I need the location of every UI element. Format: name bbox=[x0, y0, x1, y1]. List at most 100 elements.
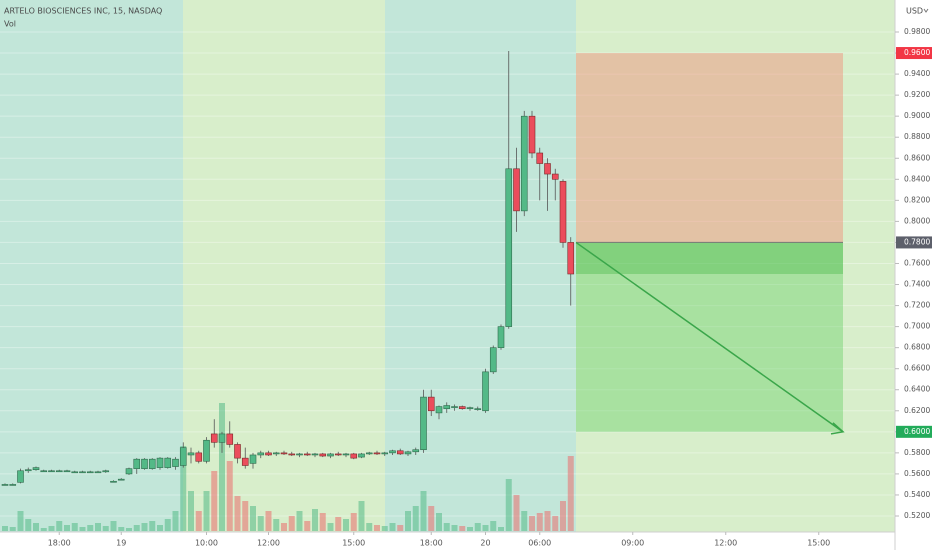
y-tick-label: 0.8200 bbox=[904, 195, 930, 204]
candle-body bbox=[458, 406, 466, 409]
candle-body bbox=[334, 453, 342, 456]
candle-body bbox=[125, 468, 133, 475]
volume-bar bbox=[350, 513, 357, 531]
candle-body bbox=[365, 452, 373, 455]
volume-bar bbox=[474, 523, 481, 531]
candle-body bbox=[443, 405, 451, 409]
candle-body bbox=[505, 168, 513, 327]
price-axis-bg bbox=[895, 0, 932, 550]
currency: USD bbox=[906, 7, 923, 16]
volume-bar bbox=[141, 523, 148, 531]
candle-body bbox=[117, 478, 125, 481]
price-badge-label: 0.7800 bbox=[904, 237, 930, 246]
candle-body bbox=[544, 163, 551, 175]
candle-body bbox=[1, 484, 9, 486]
candle-body bbox=[551, 173, 559, 180]
session-band bbox=[385, 0, 576, 532]
volume-bar bbox=[2, 526, 8, 531]
session-band bbox=[0, 0, 183, 532]
volume-bar bbox=[273, 519, 280, 531]
x-tick-label: 15:00 bbox=[342, 539, 365, 548]
projection-arrow bbox=[575, 241, 844, 433]
volume-bar bbox=[25, 519, 32, 531]
volume-bar bbox=[95, 523, 101, 531]
volume-bar bbox=[172, 511, 179, 531]
volume-bar bbox=[312, 509, 318, 531]
x-tick-label: 19 bbox=[116, 539, 126, 548]
volume-bar bbox=[451, 525, 458, 531]
candles bbox=[1, 50, 575, 486]
x-tick-label: 06:00 bbox=[528, 539, 551, 548]
volume-bar bbox=[381, 526, 388, 531]
volume-bar bbox=[366, 523, 373, 531]
y-tick-label: 0.5600 bbox=[904, 469, 930, 478]
volume-bar bbox=[420, 491, 427, 531]
y-tick-label: 0.8400 bbox=[904, 174, 930, 183]
volume-bar bbox=[443, 523, 450, 531]
candle-body bbox=[404, 451, 412, 455]
y-tick-label: 0.5800 bbox=[904, 448, 930, 457]
volume-bar bbox=[544, 511, 551, 531]
y-tick-label: 0.9400 bbox=[904, 69, 930, 78]
candle-body bbox=[466, 407, 474, 409]
volume-bar bbox=[164, 519, 171, 531]
volume-bar bbox=[118, 527, 125, 531]
candle-body bbox=[257, 452, 265, 456]
currency-menu-icon[interactable] bbox=[923, 8, 929, 13]
y-tick-label: 0.9000 bbox=[904, 111, 930, 120]
candle-body bbox=[528, 115, 536, 154]
volume-bar bbox=[211, 471, 218, 531]
candle-body bbox=[567, 242, 575, 275]
chart-title: ARTELO BIOSCIENCES INC, 15, NASDAQ bbox=[4, 7, 162, 16]
candle-body bbox=[474, 408, 482, 411]
volume-bar bbox=[180, 446, 187, 531]
y-tick-label: 0.7000 bbox=[904, 322, 930, 331]
candle-body bbox=[179, 447, 187, 466]
candle-body bbox=[48, 470, 55, 473]
volume-bar bbox=[48, 526, 55, 531]
candle-body bbox=[311, 453, 319, 456]
candle-body bbox=[17, 470, 24, 483]
candle-body bbox=[489, 347, 497, 373]
volume-bar bbox=[304, 521, 311, 531]
volume-bar bbox=[490, 521, 497, 531]
candle-body bbox=[513, 168, 520, 212]
volume-bar bbox=[397, 525, 404, 531]
y-tick-label: 0.6200 bbox=[904, 406, 930, 415]
volume-bar bbox=[195, 511, 202, 531]
candle-body bbox=[373, 452, 381, 455]
candle-body bbox=[187, 452, 195, 456]
volume-bar bbox=[436, 513, 442, 531]
volume-label: Vol bbox=[4, 20, 16, 29]
candle-body bbox=[559, 181, 567, 243]
x-tick-label: 18:00 bbox=[48, 539, 71, 548]
candle-body bbox=[427, 396, 435, 412]
open-pnl-zone bbox=[576, 242, 843, 274]
y-tick-label: 0.7200 bbox=[904, 301, 930, 310]
candle-body bbox=[110, 480, 117, 483]
price-badge bbox=[896, 236, 932, 249]
volume-bar bbox=[281, 523, 287, 531]
volume-bar bbox=[498, 527, 504, 531]
price-badge-label: 0.9600 bbox=[904, 48, 930, 57]
volume-bar bbox=[319, 513, 326, 531]
candle-body bbox=[451, 406, 458, 408]
candle-body bbox=[218, 433, 226, 443]
x-tick-label: 15:00 bbox=[807, 539, 830, 548]
candle-body bbox=[420, 396, 427, 451]
position-tool bbox=[575, 53, 845, 435]
volume-bar bbox=[149, 521, 156, 531]
volume-bar bbox=[56, 521, 63, 531]
volume-bar bbox=[242, 501, 249, 531]
volume-bar bbox=[335, 517, 342, 531]
volume-bar bbox=[9, 527, 16, 531]
arrow-head bbox=[830, 422, 845, 435]
volume-bar bbox=[203, 491, 210, 531]
volume-bar bbox=[374, 525, 380, 531]
y-tick-label: 0.6600 bbox=[904, 364, 930, 373]
candle-body bbox=[9, 484, 17, 486]
volume-bar bbox=[157, 525, 163, 531]
candle-body bbox=[210, 433, 218, 443]
volume-bar bbox=[79, 527, 86, 531]
